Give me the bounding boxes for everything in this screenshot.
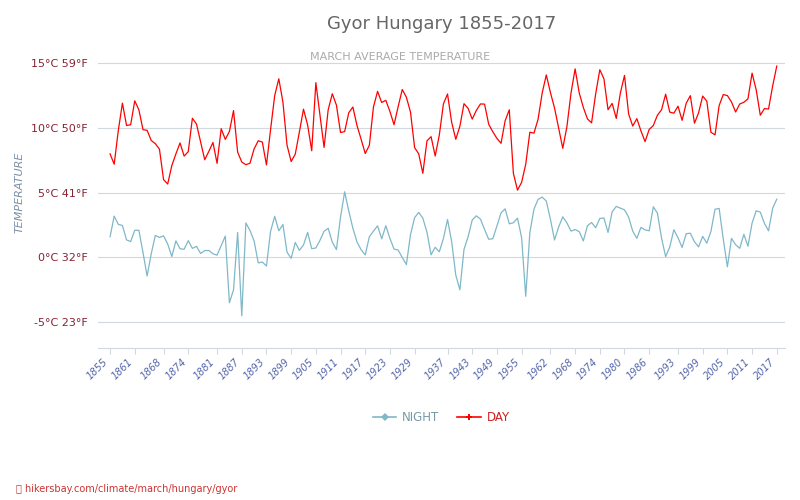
Y-axis label: TEMPERATURE: TEMPERATURE	[15, 152, 25, 234]
Text: MARCH AVERAGE TEMPERATURE: MARCH AVERAGE TEMPERATURE	[310, 52, 490, 62]
Text: 📍 hikersbay.com/climate/march/hungary/gyor: 📍 hikersbay.com/climate/march/hungary/gy…	[16, 484, 238, 494]
Title: Gyor Hungary 1855-2017: Gyor Hungary 1855-2017	[326, 15, 556, 33]
Legend: NIGHT, DAY: NIGHT, DAY	[368, 407, 514, 429]
